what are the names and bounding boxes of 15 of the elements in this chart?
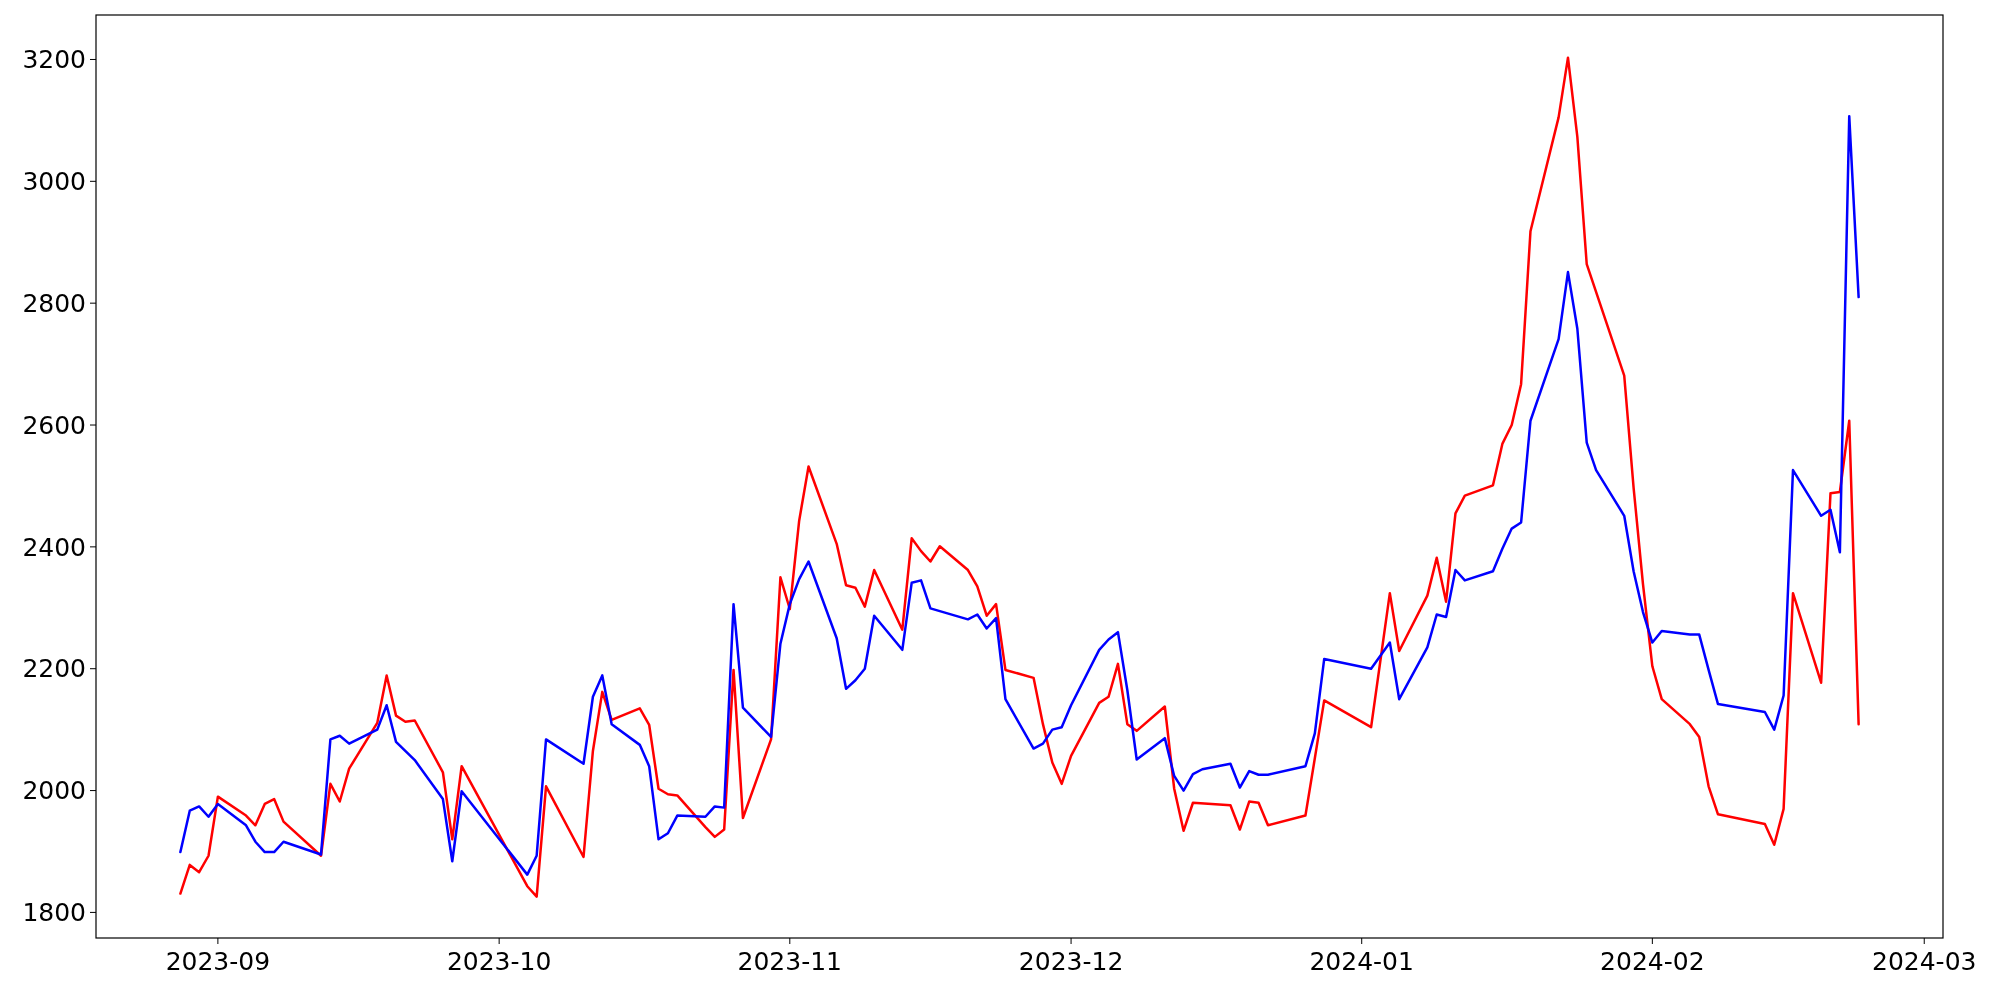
y-tick-label: 3200 [22,45,86,75]
y-tick-label: 2800 [22,288,86,318]
y-tick-label: 2200 [22,654,86,684]
y-tick-label: 1800 [22,898,86,928]
x-tick-label: 2024-01 [1309,947,1414,976]
y-tick-label: 2000 [22,776,86,806]
x-tick-label: 2024-03 [1872,947,1977,976]
x-tick-label: 2023-12 [1018,947,1124,976]
y-tick-label: 3000 [22,167,86,197]
x-tick-label: 2024-02 [1600,947,1705,976]
x-tick-label: 2023-09 [165,947,271,976]
y-tick-label: 2600 [22,410,86,440]
x-tick-label: 2023-10 [446,947,552,976]
x-tick-label: 2023-11 [737,947,843,976]
y-tick-label: 2400 [22,532,86,562]
